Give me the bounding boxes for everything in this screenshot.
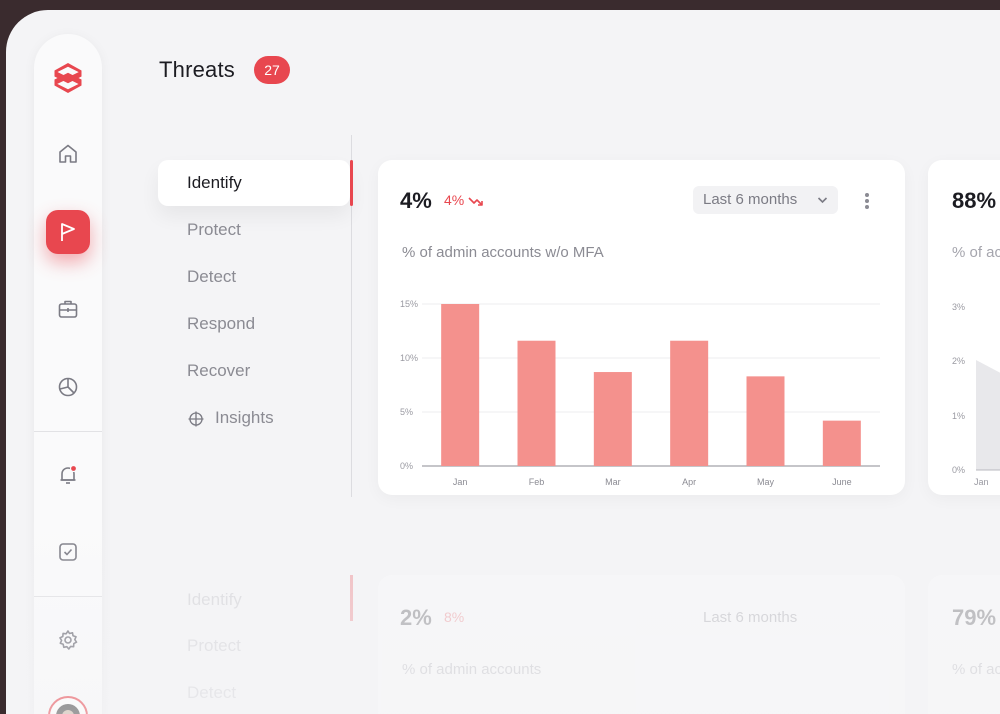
bell-icon[interactable] [46, 453, 90, 497]
reflection-card: 2% 8% Last 6 months % of admin accounts [378, 575, 905, 714]
x-tick-label: Mar [605, 477, 621, 487]
y-tick-label: 2% [952, 356, 965, 366]
page-title: Threats [159, 57, 235, 82]
period-dropdown-label: Last 6 months [703, 191, 798, 208]
reflection: Identify Protect Detect 2% 8% Last 6 mon… [6, 570, 1000, 714]
flag-icon[interactable] [46, 210, 90, 254]
pie-chart-icon[interactable] [46, 365, 90, 409]
area-series [976, 360, 1000, 470]
nav-item-protect[interactable]: Protect [158, 207, 350, 253]
app-window: Threats 27 Identify Protect Detect Respo… [6, 10, 1000, 714]
reflection-side-subtitle: % of ac [952, 661, 1000, 678]
reflection-period: Last 6 months [703, 609, 798, 626]
bar-apr[interactable] [670, 340, 709, 466]
y-tick-label: 0% [400, 461, 413, 471]
x-tick-label: Feb [529, 477, 545, 487]
reflection-indicator [350, 575, 353, 621]
bar-feb[interactable] [517, 340, 556, 466]
bar-may[interactable] [746, 376, 785, 466]
reflection-subtitle: % of admin accounts [402, 661, 542, 678]
nav-item-label: Identify [187, 173, 242, 192]
metric-value: 88% [952, 188, 997, 213]
y-tick-label: 1% [952, 411, 965, 421]
sidebar-divider [34, 431, 102, 432]
nav-item-label: Insights [215, 408, 274, 427]
reflection-nav-item: Protect [187, 636, 241, 655]
nav-item-label: Protect [187, 220, 241, 239]
crosshair-icon [188, 411, 204, 427]
y-tick-label: 0% [952, 465, 965, 475]
metric-card-secondary: 88% % of ac 3% 2% 1% 0% Jan [928, 160, 1000, 495]
metric-card: 4% 4% Last 6 months % of admin accounts … [378, 160, 905, 495]
trend-down-icon [468, 197, 483, 207]
chevron-down-icon [817, 197, 828, 204]
y-tick-label: 10% [400, 353, 418, 363]
metric-value: 4% [400, 188, 432, 213]
nav-item-label: Respond [187, 314, 256, 333]
more-options-icon[interactable] [862, 191, 872, 211]
period-dropdown[interactable]: Last 6 months [693, 186, 838, 214]
x-tick-label: June [832, 477, 852, 487]
briefcase-icon[interactable] [46, 287, 90, 331]
metric-subtitle: % of admin accounts w/o MFA [402, 244, 604, 261]
x-tick-label: Jan [974, 477, 989, 487]
metric-delta-value: 4% [444, 192, 465, 208]
area-chart: 3% 2% 1% 0% Jan [952, 302, 1000, 487]
x-tick-label: Jan [453, 477, 468, 487]
reflection-card-secondary: 79% % of ac [928, 575, 1000, 714]
nav-item-identify[interactable]: Identify [158, 160, 350, 206]
nav-item-respond[interactable]: Respond [158, 301, 350, 347]
reflection-side-value: 79% [952, 605, 997, 630]
home-icon[interactable] [46, 132, 90, 176]
metric-subtitle: % of ac [952, 244, 1000, 261]
nav-item-label: Detect [187, 267, 237, 286]
bar-chart: 15% 10% 5% 0% Jan Feb Mar Apr May June [400, 299, 880, 487]
nav-active-indicator [350, 160, 353, 206]
y-tick-label: 15% [400, 299, 418, 309]
nav-item-insights[interactable]: Insights [158, 395, 350, 441]
metric-delta: 4% [444, 192, 484, 208]
x-tick-label: Apr [682, 477, 696, 487]
reflection-nav-item: Detect [187, 683, 237, 702]
nav-item-detect[interactable]: Detect [158, 254, 350, 300]
threat-count-badge: 27 [254, 56, 290, 84]
bar-mar[interactable] [593, 372, 632, 466]
y-tick-label: 5% [400, 407, 413, 417]
logo-icon[interactable] [46, 56, 90, 100]
y-tick-label: 3% [952, 302, 965, 312]
reflection-delta: 8% [444, 609, 465, 625]
reflection-value: 2% [400, 605, 432, 630]
checkbox-icon[interactable] [46, 530, 90, 574]
nav-item-recover[interactable]: Recover [158, 348, 350, 394]
nav-item-label: Recover [187, 361, 251, 380]
reflection-nav-item: Identify [187, 590, 242, 609]
nav-divider [351, 135, 352, 497]
x-tick-label: May [757, 477, 775, 487]
bar-june[interactable] [822, 420, 861, 466]
bar-jan[interactable] [441, 304, 480, 466]
